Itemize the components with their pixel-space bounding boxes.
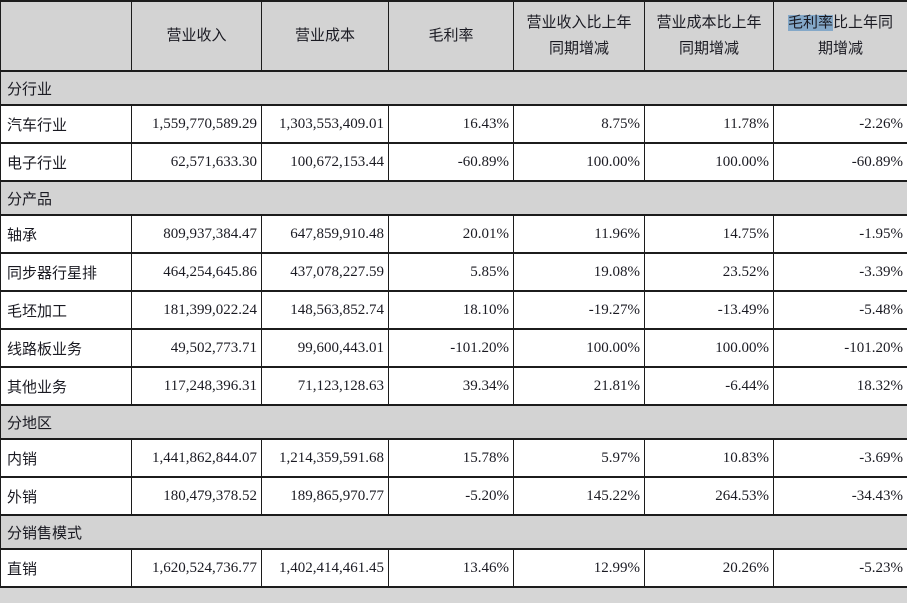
cell-revenue: 1,620,524,736.77 <box>131 548 262 588</box>
cell-cost: 1,214,359,591.68 <box>261 438 389 478</box>
cell-revenue: 49,502,773.71 <box>131 328 262 368</box>
cell-revenue: 181,399,022.24 <box>131 290 262 330</box>
cell-cost: 100,672,153.44 <box>261 142 389 182</box>
cell-revenue-yoy: 8.75% <box>513 104 645 144</box>
cell-cost: 647,859,910.48 <box>261 214 389 254</box>
section-row-by-sales-model: 分销售模式 <box>0 514 907 550</box>
financial-breakdown-table: 营业收入 营业成本 毛利率 营业收入比上年同期增减 营业成本比上年同期增减 毛利… <box>0 0 907 588</box>
cell-margin: 5.85% <box>388 252 514 292</box>
cell-cost-yoy: 23.52% <box>644 252 774 292</box>
cell-revenue: 464,254,645.86 <box>131 252 262 292</box>
section-row-by-product: 分产品 <box>0 180 907 216</box>
cell-cost: 99,600,443.01 <box>261 328 389 368</box>
cell-margin: 39.34% <box>388 366 514 406</box>
cell-margin-yoy: -3.69% <box>773 438 907 478</box>
cell-margin: -5.20% <box>388 476 514 516</box>
cell-cost-yoy: -13.49% <box>644 290 774 330</box>
cell-cost: 71,123,128.63 <box>261 366 389 406</box>
section-title: 分地区 <box>0 404 907 440</box>
cell-revenue: 1,441,862,844.07 <box>131 438 262 478</box>
cell-revenue-yoy: 145.22% <box>513 476 645 516</box>
section-row-by-region: 分地区 <box>0 404 907 440</box>
row-label: 外销 <box>0 476 132 516</box>
header-cost-yoy: 营业成本比上年同期增减 <box>644 0 774 72</box>
cell-revenue-yoy: 21.81% <box>513 366 645 406</box>
section-title: 分行业 <box>0 70 907 106</box>
row-label: 毛坯加工 <box>0 290 132 330</box>
selected-text-highlight: 毛利率 <box>787 14 833 31</box>
header-revenue-yoy: 营业收入比上年同期增减 <box>513 0 645 72</box>
header-blank-cell <box>0 0 132 72</box>
cell-revenue: 1,559,770,589.29 <box>131 104 262 144</box>
cell-revenue-yoy: 5.97% <box>513 438 645 478</box>
cell-revenue: 62,571,633.30 <box>131 142 262 182</box>
table-row: 汽车行业 1,559,770,589.29 1,303,553,409.01 1… <box>0 104 907 144</box>
row-label: 轴承 <box>0 214 132 254</box>
cell-margin-yoy: -34.43% <box>773 476 907 516</box>
section-row-by-industry: 分行业 <box>0 70 907 106</box>
row-label: 汽车行业 <box>0 104 132 144</box>
cell-revenue-yoy: 11.96% <box>513 214 645 254</box>
cell-margin: 16.43% <box>388 104 514 144</box>
row-label: 同步器行星排 <box>0 252 132 292</box>
table-row: 轴承 809,937,384.47 647,859,910.48 20.01% … <box>0 214 907 254</box>
cell-margin: -60.89% <box>388 142 514 182</box>
cell-cost: 189,865,970.77 <box>261 476 389 516</box>
header-margin-yoy-rest: 比上年同期增减 <box>817 14 894 57</box>
cell-cost: 1,402,414,461.45 <box>261 548 389 588</box>
cell-margin-yoy: 18.32% <box>773 366 907 406</box>
cell-revenue: 809,937,384.47 <box>131 214 262 254</box>
table-row: 其他业务 117,248,396.31 71,123,128.63 39.34%… <box>0 366 907 406</box>
cell-revenue-yoy: -19.27% <box>513 290 645 330</box>
table-row: 直销 1,620,524,736.77 1,402,414,461.45 13.… <box>0 548 907 588</box>
cell-margin-yoy: -5.48% <box>773 290 907 330</box>
row-label: 直销 <box>0 548 132 588</box>
row-label: 其他业务 <box>0 366 132 406</box>
row-label: 内销 <box>0 438 132 478</box>
header-gross-margin: 毛利率 <box>388 0 514 72</box>
cell-cost: 148,563,852.74 <box>261 290 389 330</box>
cell-margin-yoy: -60.89% <box>773 142 907 182</box>
cell-cost-yoy: 14.75% <box>644 214 774 254</box>
cell-margin: -101.20% <box>388 328 514 368</box>
cell-margin: 20.01% <box>388 214 514 254</box>
table-header-row: 营业收入 营业成本 毛利率 营业收入比上年同期增减 营业成本比上年同期增减 毛利… <box>0 0 907 72</box>
row-label: 线路板业务 <box>0 328 132 368</box>
cell-revenue-yoy: 100.00% <box>513 328 645 368</box>
table-row: 内销 1,441,862,844.07 1,214,359,591.68 15.… <box>0 438 907 478</box>
cell-cost: 1,303,553,409.01 <box>261 104 389 144</box>
cell-margin: 15.78% <box>388 438 514 478</box>
row-label: 电子行业 <box>0 142 132 182</box>
cell-revenue: 180,479,378.52 <box>131 476 262 516</box>
cell-cost: 437,078,227.59 <box>261 252 389 292</box>
cell-cost-yoy: -6.44% <box>644 366 774 406</box>
cell-cost-yoy: 20.26% <box>644 548 774 588</box>
cell-margin: 18.10% <box>388 290 514 330</box>
cell-cost-yoy: 11.78% <box>644 104 774 144</box>
section-title: 分销售模式 <box>0 514 907 550</box>
cell-revenue-yoy: 12.99% <box>513 548 645 588</box>
header-revenue: 营业收入 <box>131 0 262 72</box>
section-title: 分产品 <box>0 180 907 216</box>
cell-margin-yoy: -3.39% <box>773 252 907 292</box>
header-margin-yoy: 毛利率比上年同期增减 <box>773 0 907 72</box>
cell-cost-yoy: 264.53% <box>644 476 774 516</box>
cell-revenue-yoy: 19.08% <box>513 252 645 292</box>
cell-cost-yoy: 100.00% <box>644 328 774 368</box>
table-row: 毛坯加工 181,399,022.24 148,563,852.74 18.10… <box>0 290 907 330</box>
cell-margin-yoy: -2.26% <box>773 104 907 144</box>
cell-margin-yoy: -5.23% <box>773 548 907 588</box>
cell-cost-yoy: 100.00% <box>644 142 774 182</box>
table-row: 电子行业 62,571,633.30 100,672,153.44 -60.89… <box>0 142 907 182</box>
header-cost: 营业成本 <box>261 0 389 72</box>
table-row: 线路板业务 49,502,773.71 99,600,443.01 -101.2… <box>0 328 907 368</box>
cell-cost-yoy: 10.83% <box>644 438 774 478</box>
cell-margin: 13.46% <box>388 548 514 588</box>
cell-margin-yoy: -1.95% <box>773 214 907 254</box>
table-row: 外销 180,479,378.52 189,865,970.77 -5.20% … <box>0 476 907 516</box>
table-row: 同步器行星排 464,254,645.86 437,078,227.59 5.8… <box>0 252 907 292</box>
cell-revenue: 117,248,396.31 <box>131 366 262 406</box>
cell-revenue-yoy: 100.00% <box>513 142 645 182</box>
cell-margin-yoy: -101.20% <box>773 328 907 368</box>
